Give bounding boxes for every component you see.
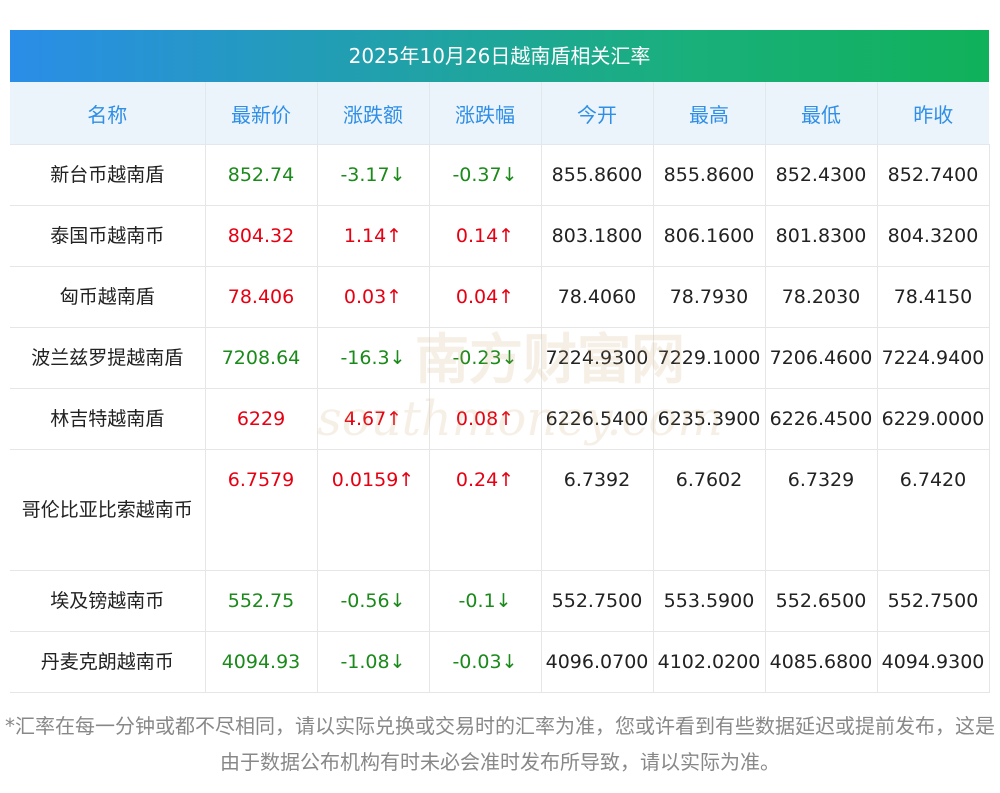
cell-latest: 804.32 — [205, 205, 318, 267]
cell-latest: 6229 — [205, 388, 318, 450]
cell-low: 6.7329 — [765, 449, 878, 571]
cell-low: 6226.4500 — [765, 388, 878, 450]
table-row: 埃及镑越南币 552.75 -0.56↓ -0.1↓ 552.7500 553.… — [10, 570, 990, 632]
cell-latest: 552.75 — [205, 570, 318, 632]
cell-change-pct: 0.24↑ — [429, 449, 542, 571]
cell-open: 6.7392 — [541, 449, 654, 571]
cell-name: 新台币越南盾 — [10, 144, 206, 206]
cell-latest: 7208.64 — [205, 327, 318, 389]
cell-change: 1.14↑ — [317, 205, 430, 267]
cell-name: 林吉特越南盾 — [10, 388, 206, 450]
cell-open: 78.4060 — [541, 266, 654, 328]
cell-high: 553.5900 — [653, 570, 766, 632]
cell-high: 6.7602 — [653, 449, 766, 571]
header-name: 名称 — [10, 82, 206, 145]
cell-change: -0.56↓ — [317, 570, 430, 632]
cell-change-pct: -0.23↓ — [429, 327, 542, 389]
cell-high: 4102.0200 — [653, 631, 766, 693]
table-row: 林吉特越南盾 6229 4.67↑ 0.08↑ 6226.5400 6235.3… — [10, 388, 990, 450]
cell-latest: 6.7579 — [205, 449, 318, 571]
cell-name: 埃及镑越南币 — [10, 570, 206, 632]
table-row: 哥伦比亚比索越南币 6.7579 0.0159↑ 0.24↑ 6.7392 6.… — [10, 449, 990, 571]
cell-prev-close: 4094.9300 — [877, 631, 990, 693]
cell-latest: 852.74 — [205, 144, 318, 206]
cell-high: 7229.1000 — [653, 327, 766, 389]
cell-high: 806.1600 — [653, 205, 766, 267]
header-open: 今开 — [541, 82, 654, 145]
cell-open: 803.1800 — [541, 205, 654, 267]
cell-low: 7206.4600 — [765, 327, 878, 389]
cell-change: 0.0159↑ — [317, 449, 430, 571]
table-row: 匈币越南盾 78.406 0.03↑ 0.04↑ 78.4060 78.7930… — [10, 266, 990, 328]
cell-open: 7224.9300 — [541, 327, 654, 389]
cell-low: 852.4300 — [765, 144, 878, 206]
cell-change-pct: -0.03↓ — [429, 631, 542, 693]
cell-name: 哥伦比亚比索越南币 — [10, 449, 206, 571]
table-row: 波兰兹罗提越南盾 7208.64 -16.3↓ -0.23↓ 7224.9300… — [10, 327, 990, 389]
cell-change-pct: -0.1↓ — [429, 570, 542, 632]
table-row: 泰国币越南币 804.32 1.14↑ 0.14↑ 803.1800 806.1… — [10, 205, 990, 267]
cell-low: 552.6500 — [765, 570, 878, 632]
header-high: 最高 — [653, 82, 766, 145]
header-row: 名称 最新价 涨跌额 涨跌幅 今开 最高 最低 昨收 — [10, 82, 989, 145]
cell-open: 855.8600 — [541, 144, 654, 206]
header-prev-close: 昨收 — [877, 82, 989, 145]
header-change: 涨跌额 — [317, 82, 430, 145]
cell-latest: 4094.93 — [205, 631, 318, 693]
cell-name: 匈币越南盾 — [10, 266, 206, 328]
table-title: 2025年10月26日越南盾相关汇率 — [10, 30, 989, 82]
cell-change-pct: 0.04↑ — [429, 266, 542, 328]
rate-table: 名称 最新价 涨跌额 涨跌幅 今开 最高 最低 昨收 新台币越南盾 852.74… — [10, 82, 990, 693]
cell-prev-close: 552.7500 — [877, 570, 990, 632]
header-latest: 最新价 — [205, 82, 318, 145]
cell-prev-close: 78.4150 — [877, 266, 990, 328]
cell-change: -3.17↓ — [317, 144, 430, 206]
cell-change: -1.08↓ — [317, 631, 430, 693]
cell-high: 6235.3900 — [653, 388, 766, 450]
cell-high: 855.8600 — [653, 144, 766, 206]
cell-name: 丹麦克朗越南币 — [10, 631, 206, 693]
footnote: *汇率在每一分钟或都不尽相同，请以实际兑换或交易时的汇率为准，您或许看到有些数据… — [5, 714, 995, 774]
cell-low: 4085.6800 — [765, 631, 878, 693]
rate-table-container: 2025年10月26日越南盾相关汇率 名称 最新价 涨跌额 涨跌幅 今开 最高 … — [10, 30, 990, 693]
cell-prev-close: 6.7420 — [877, 449, 990, 571]
cell-open: 4096.0700 — [541, 631, 654, 693]
cell-open: 552.7500 — [541, 570, 654, 632]
cell-low: 801.8300 — [765, 205, 878, 267]
cell-change: 4.67↑ — [317, 388, 430, 450]
table-row: 丹麦克朗越南币 4094.93 -1.08↓ -0.03↓ 4096.0700 … — [10, 631, 990, 693]
cell-latest: 78.406 — [205, 266, 318, 328]
cell-open: 6226.5400 — [541, 388, 654, 450]
cell-change: -16.3↓ — [317, 327, 430, 389]
cell-prev-close: 804.3200 — [877, 205, 990, 267]
cell-change-pct: 0.08↑ — [429, 388, 542, 450]
table-row: 新台币越南盾 852.74 -3.17↓ -0.37↓ 855.8600 855… — [10, 144, 990, 206]
cell-name: 泰国币越南币 — [10, 205, 206, 267]
cell-low: 78.2030 — [765, 266, 878, 328]
cell-prev-close: 6229.0000 — [877, 388, 990, 450]
cell-prev-close: 852.7400 — [877, 144, 990, 206]
cell-prev-close: 7224.9400 — [877, 327, 990, 389]
header-change-pct: 涨跌幅 — [429, 82, 542, 145]
cell-change: 0.03↑ — [317, 266, 430, 328]
header-low: 最低 — [765, 82, 878, 145]
cell-name: 波兰兹罗提越南盾 — [10, 327, 206, 389]
cell-high: 78.7930 — [653, 266, 766, 328]
cell-change-pct: -0.37↓ — [429, 144, 542, 206]
cell-change-pct: 0.14↑ — [429, 205, 542, 267]
